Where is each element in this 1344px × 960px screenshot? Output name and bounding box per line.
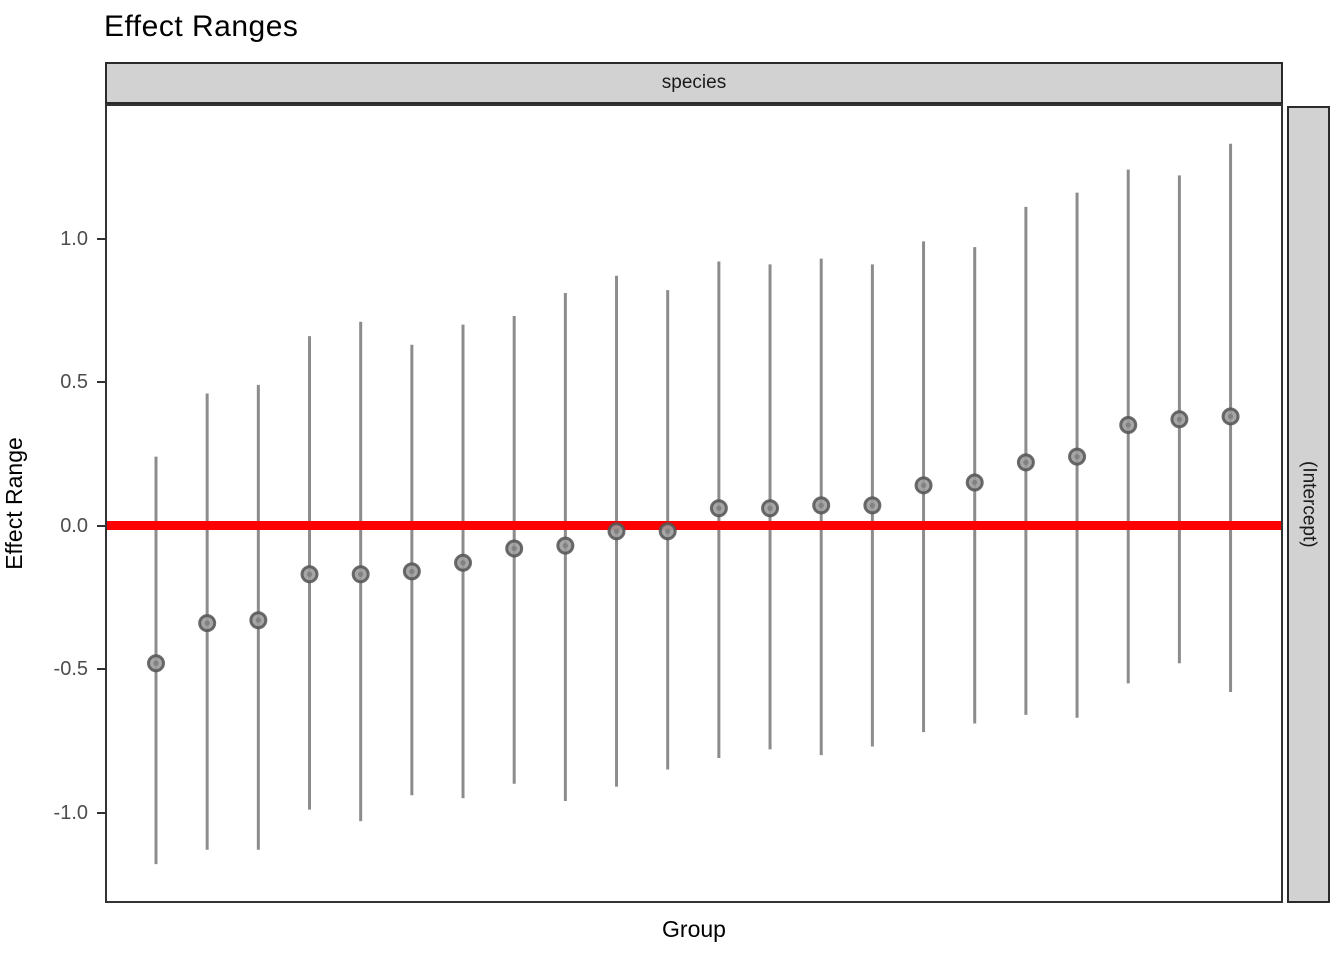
plot-canvas — [107, 143, 1281, 865]
facet-strip-right: (Intercept) — [1287, 106, 1330, 903]
point-estimate-group-17 — [965, 473, 984, 492]
point-estimate-group-21 — [1170, 410, 1189, 429]
y-axis: 1.0 0.5 0.0 -0.5 -1.0 — [0, 0, 105, 960]
y-tick-label-0.0: 0.0 — [60, 514, 88, 537]
plot-panel — [105, 104, 1283, 903]
x-axis-title: Group — [662, 916, 726, 942]
chart-title: Effect Ranges — [104, 10, 299, 43]
facet-strip-top: species — [105, 62, 1283, 104]
point-estimate-group-14 — [812, 496, 831, 515]
point-estimate-group-7 — [454, 553, 473, 572]
y-tick-mark-0.0 — [97, 524, 105, 527]
point-estimate-group-3 — [249, 611, 268, 630]
y-axis-title-text: Effect Range — [0, 436, 27, 570]
point-estimate-group-15 — [863, 496, 882, 515]
point-estimate-group-9 — [556, 536, 575, 555]
point-estimate-group-11 — [658, 522, 677, 541]
point-estimate-group-2 — [198, 614, 217, 633]
y-tick-label-0.5: 0.5 — [60, 371, 88, 393]
facet-strip-top-label: species — [661, 72, 727, 93]
facet-strip-right-label: (Intercept) — [1298, 461, 1320, 548]
point-estimate-group-18 — [1016, 453, 1035, 472]
point-estimate-group-5 — [351, 565, 370, 584]
y-tick-label-1.0: 1.0 — [60, 227, 88, 250]
point-estimate-group-20 — [1119, 416, 1138, 435]
y-tick-label--1.0: -1.0 — [53, 801, 88, 824]
y-tick-mark--1.0 — [97, 811, 105, 814]
point-estimate-group-16 — [914, 476, 933, 495]
y-tick-mark-1.0 — [97, 237, 105, 240]
point-estimate-group-1 — [147, 654, 165, 673]
point-estimate-group-19 — [1068, 447, 1087, 466]
point-estimate-group-13 — [761, 499, 780, 518]
point-estimate-group-4 — [300, 565, 319, 584]
point-estimate-group-6 — [402, 562, 421, 581]
y-tick-mark-0.5 — [97, 381, 105, 383]
y-tick-label--0.5: -0.5 — [53, 658, 88, 680]
point-estimate-group-10 — [607, 522, 626, 541]
point-estimate-group-22 — [1221, 407, 1240, 426]
point-estimate-group-8 — [505, 539, 524, 558]
point-estimate-group-12 — [709, 499, 728, 518]
y-tick-mark--0.5 — [97, 668, 105, 670]
